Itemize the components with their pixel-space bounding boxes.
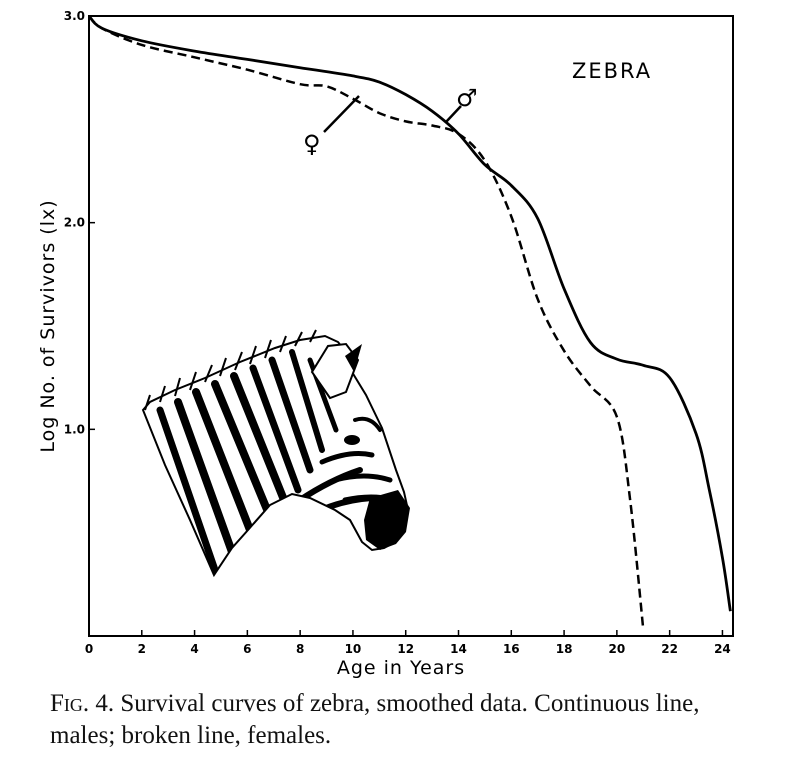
plot-area <box>88 15 734 637</box>
y-tick-label: 2.0 <box>64 216 85 230</box>
chart-title: ZEBRA <box>572 59 652 83</box>
caption-text: Survival curves of zebra, smoothed data.… <box>50 690 700 749</box>
survival-curves <box>87 14 732 630</box>
chart: 3.02.01.0 0 2 4 6 8 10 12 14 16 18 20 22 24 Log No. … <box>37 9 734 679</box>
male-pointer-line <box>445 105 462 123</box>
x-tick-label: 18 <box>556 642 573 656</box>
x-axis-ticks: 0 2 4 6 8 10 12 14 16 18 20 22 24 <box>85 630 731 656</box>
zebra-head-drawing-icon <box>141 329 410 578</box>
plot-frame <box>88 15 734 637</box>
female-pointer-line <box>323 95 360 133</box>
x-tick-label: 14 <box>450 642 467 656</box>
x-tick-label: 10 <box>345 642 362 656</box>
x-tick-label: 24 <box>714 642 731 656</box>
male-symbol: ♂ <box>456 84 478 112</box>
x-tick-label: 8 <box>296 642 304 656</box>
x-tick-label: 20 <box>609 642 626 656</box>
x-tick-label: 6 <box>243 642 251 656</box>
x-axis-title: Age in Years <box>337 657 465 679</box>
female-symbol: ♀ <box>303 130 321 158</box>
y-axis-ticks: 3.0 2.0 1.0 <box>64 9 95 436</box>
x-tick-label: 2 <box>138 642 146 656</box>
figure-caption: Fig. 4. Survival curves of zebra, smooth… <box>50 688 770 752</box>
x-tick-label: 16 <box>503 642 520 656</box>
y-tick-label: 1.0 <box>64 422 85 436</box>
figure-label: Fig. 4. <box>50 690 115 717</box>
y-tick-label: 3.0 <box>64 9 85 23</box>
x-tick-label: 0 <box>85 642 93 656</box>
male-survival-line <box>87 14 732 612</box>
x-tick-label: 4 <box>190 642 198 656</box>
female-survival-line <box>88 15 645 630</box>
x-tick-label: 12 <box>397 642 414 656</box>
x-tick-label: 22 <box>661 642 678 656</box>
y-axis-title: Log No. of Survivors (lx) <box>37 199 59 452</box>
